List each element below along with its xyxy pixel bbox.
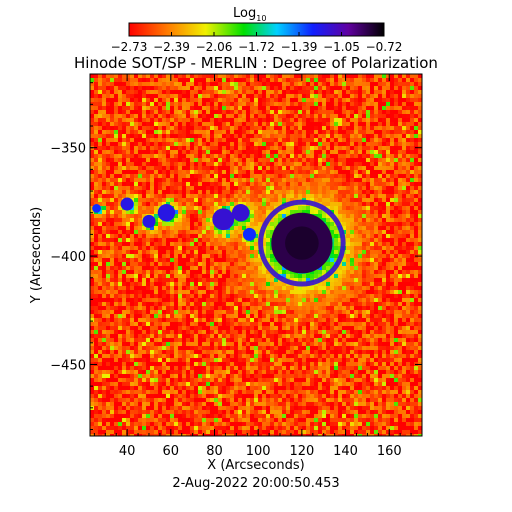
plot-frame bbox=[89, 73, 423, 437]
feature-pore bbox=[157, 204, 176, 222]
x-tick-label: 80 bbox=[206, 444, 223, 459]
colorbar-ticks: −2.73 −2.39 −2.06 −1.72 −1.39 −1.05 −0.72 bbox=[111, 32, 403, 54]
y-axis-label: Y (Arcseconds) bbox=[29, 207, 44, 304]
y-tick-label: −400 bbox=[50, 250, 86, 265]
colorbar-tick-label: −1.72 bbox=[238, 40, 275, 54]
feature-pore bbox=[231, 204, 250, 222]
x-tick-label: 140 bbox=[333, 444, 358, 459]
colorbar-tick-label: −2.06 bbox=[196, 40, 233, 54]
x-tick-label: 60 bbox=[163, 444, 180, 459]
y-tick-label: −350 bbox=[50, 142, 86, 157]
chart-title: Hinode SOT/SP - MERLIN : Degree of Polar… bbox=[74, 54, 438, 72]
x-tick-label: 160 bbox=[377, 444, 402, 459]
colorbar-tick-label: −1.39 bbox=[281, 40, 318, 54]
plot-image bbox=[90, 74, 422, 436]
feature-pore bbox=[242, 227, 256, 241]
x-tick-label: 120 bbox=[289, 444, 314, 459]
feature-pore bbox=[92, 204, 101, 213]
feature-pore bbox=[120, 197, 134, 211]
colorbar-tick-label: −0.72 bbox=[366, 40, 403, 54]
colorbar-label: Log10 bbox=[233, 6, 266, 23]
feature-pore bbox=[212, 208, 235, 231]
feature-pore bbox=[142, 214, 156, 228]
sunspot-umbra bbox=[285, 226, 319, 260]
colorbar-tick-label: −2.39 bbox=[153, 40, 190, 54]
x-tick-label: 40 bbox=[119, 444, 136, 459]
timestamp: 2-Aug-2022 20:00:50.453 bbox=[172, 476, 339, 491]
colorbar-tick-label: −1.05 bbox=[323, 40, 360, 54]
x-axis: 40 60 80 100 120 140 160 bbox=[93, 74, 423, 459]
y-axis: −350 −400 −450 bbox=[50, 82, 422, 430]
colorbar-tick-label: −2.73 bbox=[111, 40, 148, 54]
sunspot-penumbra bbox=[258, 199, 346, 287]
x-axis-label: X (Arcseconds) bbox=[207, 458, 304, 473]
x-tick-label: 100 bbox=[246, 444, 271, 459]
y-tick-label: −450 bbox=[50, 358, 86, 373]
